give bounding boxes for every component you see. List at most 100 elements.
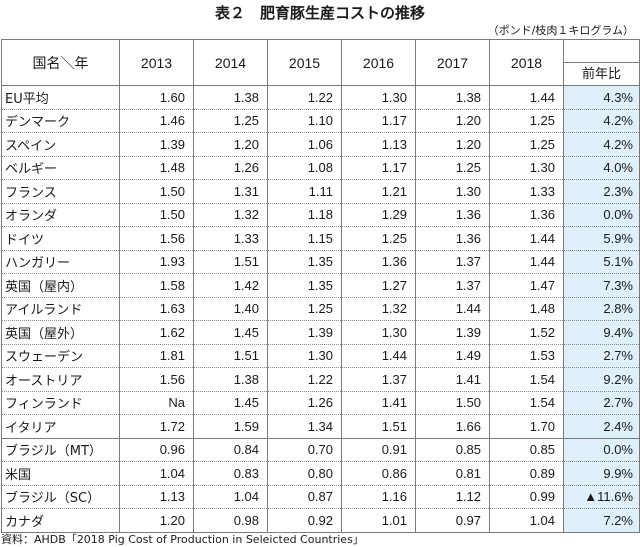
value-cell: 1.44 — [415, 296, 490, 321]
value-cell: 1.01 — [341, 508, 416, 533]
country-cell: ベルギー — [1, 155, 120, 180]
value-cell: 1.25 — [341, 226, 416, 251]
value-cell: 1.30 — [341, 85, 416, 110]
value-cell: 1.26 — [193, 155, 268, 180]
yoy-cell: 2.7% — [563, 390, 640, 415]
value-cell: 1.37 — [415, 273, 490, 298]
value-cell: 1.30 — [489, 155, 564, 180]
country-cell: ブラジル（MT） — [1, 437, 120, 462]
country-cell: ハンガリー — [1, 249, 120, 274]
value-cell: 1.22 — [267, 367, 342, 392]
value-cell: 1.40 — [193, 296, 268, 321]
table-row: ベルギー 1.48 1.26 1.08 1.17 1.25 1.30 4.0% — [1, 155, 640, 180]
table-row: フランス 1.50 1.31 1.11 1.21 1.30 1.33 2.3% — [1, 179, 640, 204]
table-row: 英国（屋内） 1.58 1.42 1.35 1.27 1.37 1.47 7.3% — [1, 273, 640, 298]
value-cell: 1.22 — [267, 85, 342, 110]
country-cell: 米国 — [1, 461, 120, 486]
country-cell: スペイン — [1, 132, 120, 157]
value-cell: 1.21 — [341, 179, 416, 204]
year-header: 2016 — [341, 39, 416, 86]
value-cell: 1.81 — [119, 343, 194, 368]
value-cell: 1.50 — [415, 390, 490, 415]
table-row: スウェーデン 1.81 1.51 1.30 1.44 1.49 1.53 2.7% — [1, 343, 640, 368]
value-cell: 1.25 — [489, 108, 564, 133]
value-cell: 0.96 — [119, 437, 194, 462]
value-cell: 1.41 — [341, 390, 416, 415]
value-cell: 1.20 — [119, 508, 194, 533]
value-cell: 1.20 — [193, 132, 268, 157]
value-cell: 1.37 — [415, 249, 490, 274]
yoy-cell: 0.0% — [563, 437, 640, 462]
value-cell: 0.89 — [489, 461, 564, 486]
value-cell: 0.98 — [193, 508, 268, 533]
value-cell: 0.85 — [489, 437, 564, 462]
country-cell: イタリア — [1, 414, 120, 439]
table-row: フィンランド Na 1.45 1.26 1.41 1.50 1.54 2.7% — [1, 390, 640, 415]
table-row: カナダ 1.20 0.98 0.92 1.01 0.97 1.04 7.2% — [1, 508, 640, 533]
value-cell: 1.18 — [267, 202, 342, 227]
value-cell: 1.10 — [267, 108, 342, 133]
value-cell: 1.58 — [119, 273, 194, 298]
table-row: オーストリア 1.56 1.38 1.22 1.37 1.41 1.54 9.2% — [1, 367, 640, 392]
value-cell: 1.45 — [193, 390, 268, 415]
value-cell: 1.51 — [193, 343, 268, 368]
value-cell: 1.56 — [119, 367, 194, 392]
yoy-cell: 2.3% — [563, 179, 640, 204]
country-cell: EU平均 — [1, 85, 120, 110]
value-cell: 1.38 — [415, 85, 490, 110]
country-cell: ブラジル（SC） — [1, 484, 120, 509]
header-row: 国名＼年 2013 2014 2015 2016 2017 2018 前年比 — [1, 39, 640, 86]
value-cell: 0.99 — [489, 484, 564, 509]
value-cell: 1.45 — [193, 320, 268, 345]
value-cell: 1.15 — [267, 226, 342, 251]
value-cell: 1.06 — [267, 132, 342, 157]
yoy-cell: 4.2% — [563, 108, 640, 133]
table-row: オランダ 1.50 1.32 1.18 1.29 1.36 1.36 0.0% — [1, 202, 640, 227]
year-header: 2014 — [193, 39, 268, 86]
value-cell: 1.13 — [119, 484, 194, 509]
value-cell: 1.17 — [341, 155, 416, 180]
value-cell: 1.26 — [267, 390, 342, 415]
value-cell: 1.32 — [193, 202, 268, 227]
value-cell: 1.36 — [415, 202, 490, 227]
country-cell: オランダ — [1, 202, 120, 227]
value-cell: 1.17 — [341, 108, 416, 133]
value-cell: 1.37 — [341, 367, 416, 392]
country-cell: アイルランド — [1, 296, 120, 321]
value-cell: 1.50 — [119, 202, 194, 227]
yoy-cell: 5.9% — [563, 226, 640, 251]
value-cell: 1.42 — [193, 273, 268, 298]
yoy-label: 前年比 — [564, 62, 639, 85]
value-cell: 0.85 — [415, 437, 490, 462]
value-cell: 1.30 — [341, 320, 416, 345]
year-header: 2017 — [415, 39, 490, 86]
country-cell: 英国（屋内） — [1, 273, 120, 298]
value-cell: 1.63 — [119, 296, 194, 321]
country-cell: ドイツ — [1, 226, 120, 251]
yoy-cell: ▲11.6% — [563, 484, 640, 509]
value-cell: 1.20 — [415, 132, 490, 157]
value-cell: 1.66 — [415, 414, 490, 439]
value-cell: 0.83 — [193, 461, 268, 486]
country-cell: カナダ — [1, 508, 120, 533]
value-cell: 1.36 — [415, 226, 490, 251]
table-row: ドイツ 1.56 1.33 1.15 1.25 1.36 1.44 5.9% — [1, 226, 640, 251]
yoy-cell: 4.0% — [563, 155, 640, 180]
country-cell: デンマーク — [1, 108, 120, 133]
value-cell: 1.51 — [193, 249, 268, 274]
yoy-cell: 2.7% — [563, 343, 640, 368]
table-row: スペイン 1.39 1.20 1.06 1.13 1.20 1.25 4.2% — [1, 132, 640, 157]
corner-header: 国名＼年 — [1, 39, 120, 86]
value-cell: 1.25 — [489, 132, 564, 157]
value-cell: 0.80 — [267, 461, 342, 486]
value-cell: 1.04 — [489, 508, 564, 533]
value-cell: 1.60 — [119, 85, 194, 110]
value-cell: 1.04 — [119, 461, 194, 486]
country-cell: フランス — [1, 179, 120, 204]
table-row: デンマーク 1.46 1.25 1.10 1.17 1.20 1.25 4.2% — [1, 108, 640, 133]
value-cell: 1.20 — [415, 108, 490, 133]
value-cell: 1.56 — [119, 226, 194, 251]
value-cell: 1.34 — [267, 414, 342, 439]
value-cell: 0.86 — [341, 461, 416, 486]
value-cell: 1.29 — [341, 202, 416, 227]
